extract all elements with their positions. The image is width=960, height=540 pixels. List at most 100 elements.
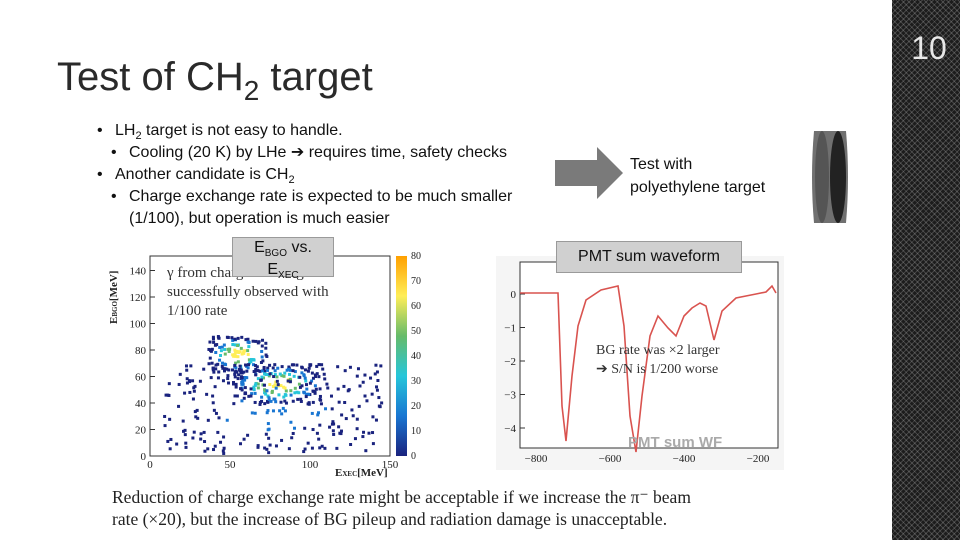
scatter-point: [254, 367, 258, 371]
scatter-point: [202, 430, 206, 434]
scatter-point: [297, 391, 301, 395]
scatter-point: [209, 349, 213, 353]
scatter-point: [317, 363, 321, 367]
scatter-point: [358, 384, 362, 388]
scatter-point: [279, 384, 283, 388]
scatter-point: [291, 431, 295, 435]
scatter-point: [271, 366, 275, 370]
scatter-point: [181, 419, 185, 423]
scatter-point: [306, 369, 310, 373]
scatter-point: [216, 376, 220, 380]
scatter-point: [185, 381, 189, 385]
scatter-point: [243, 378, 247, 382]
scatter-point: [216, 362, 220, 366]
scatter-point: [193, 410, 197, 414]
scatter-point: [375, 370, 379, 374]
colorbar-tick-label: 80: [411, 251, 421, 262]
scatter-point: [167, 382, 171, 386]
scatter-point: [298, 385, 302, 389]
scatter-point: [175, 442, 179, 446]
scatter-point: [304, 379, 308, 383]
scatter-point: [314, 387, 318, 391]
scatter-point: [337, 425, 341, 429]
scatter-point: [370, 392, 374, 396]
waveform-xtick-label: −600: [599, 453, 622, 465]
scatter-point: [208, 340, 212, 344]
bullet-1-1: • Cooling (20 K) by LHe ➔ requires time, …: [111, 142, 507, 164]
scatter-point: [234, 361, 238, 365]
waveform-ytick-label: −3: [504, 390, 516, 402]
scatter-point: [233, 337, 237, 341]
scatter-point: [194, 415, 198, 419]
bullet-2-1: • Charge exchange rate is expected to be …: [111, 186, 512, 208]
colorbar-tick-label: 70: [411, 276, 421, 287]
scatter-point: [242, 376, 246, 380]
scatter-point: [234, 382, 238, 386]
scatter-point: [273, 363, 277, 367]
scatter-point: [233, 372, 237, 376]
scatter-point: [247, 341, 251, 345]
scatter-point: [268, 372, 272, 376]
scatter-point: [260, 344, 264, 348]
scatter-point: [300, 371, 304, 375]
scatter-point: [198, 379, 202, 383]
scatter-point: [231, 343, 235, 347]
scatter-point: [307, 401, 311, 405]
scatter-point: [220, 345, 224, 349]
scatter-point: [353, 437, 357, 441]
scatter-point: [330, 422, 334, 426]
scatter-point: [196, 416, 200, 420]
scatter-point: [245, 369, 249, 373]
right-arrow-icon: ➔: [290, 144, 305, 161]
scatter-point: [377, 396, 381, 400]
scatter-point: [247, 363, 251, 367]
scatter-point: [300, 384, 304, 388]
conclusion-text: Reduction of charge exchange rate might …: [112, 486, 691, 530]
scatter-point: [263, 402, 267, 406]
scatter-point: [236, 355, 240, 359]
scatter-point: [274, 400, 278, 404]
scatter-point: [203, 449, 207, 453]
scatter-point: [331, 420, 335, 424]
scatter-point: [330, 407, 334, 411]
scatter-point: [374, 418, 378, 422]
scatter-point: [303, 426, 307, 430]
scatter-point: [295, 363, 299, 367]
scatter-point: [363, 373, 367, 377]
scatter-point: [168, 417, 172, 421]
conclusion-line2: rate (×20), but the increase of BG pileu…: [112, 509, 668, 529]
scatter-point: [236, 360, 240, 364]
scatter-point: [355, 417, 359, 421]
scatter-point: [322, 372, 326, 376]
scatter-point: [293, 426, 297, 430]
scatter-point: [349, 443, 353, 447]
scatter-point: [222, 435, 226, 439]
scatter-point: [267, 397, 271, 401]
scatter-point: [288, 368, 292, 372]
scatter-point: [163, 414, 167, 418]
scatter-point: [356, 367, 360, 371]
scatter-point: [264, 353, 268, 357]
scatter-point: [263, 391, 267, 395]
scatter-point: [287, 365, 291, 369]
scatter-point: [191, 397, 195, 401]
scatter-point: [253, 369, 257, 373]
scatter-point: [283, 386, 287, 390]
scatter-point: [350, 408, 354, 412]
colorbar-tick-label: 40: [411, 351, 421, 362]
waveform-xtick-label: −400: [673, 453, 696, 465]
colorbar-tick-label: 0: [411, 451, 416, 462]
colorbar: [396, 256, 407, 456]
scatter-point: [274, 380, 278, 384]
scatter-point: [169, 437, 173, 441]
scatter-point: [267, 436, 271, 440]
scatter-point: [329, 394, 333, 398]
scatter-point: [276, 383, 280, 387]
scatter-point: [233, 343, 237, 347]
scatter-point: [228, 347, 232, 351]
colorbar-tick-label: 50: [411, 326, 421, 337]
scatter-point: [267, 396, 271, 400]
scatter-point: [303, 376, 307, 380]
scatter-point: [184, 445, 188, 449]
scatter-point: [240, 382, 244, 386]
